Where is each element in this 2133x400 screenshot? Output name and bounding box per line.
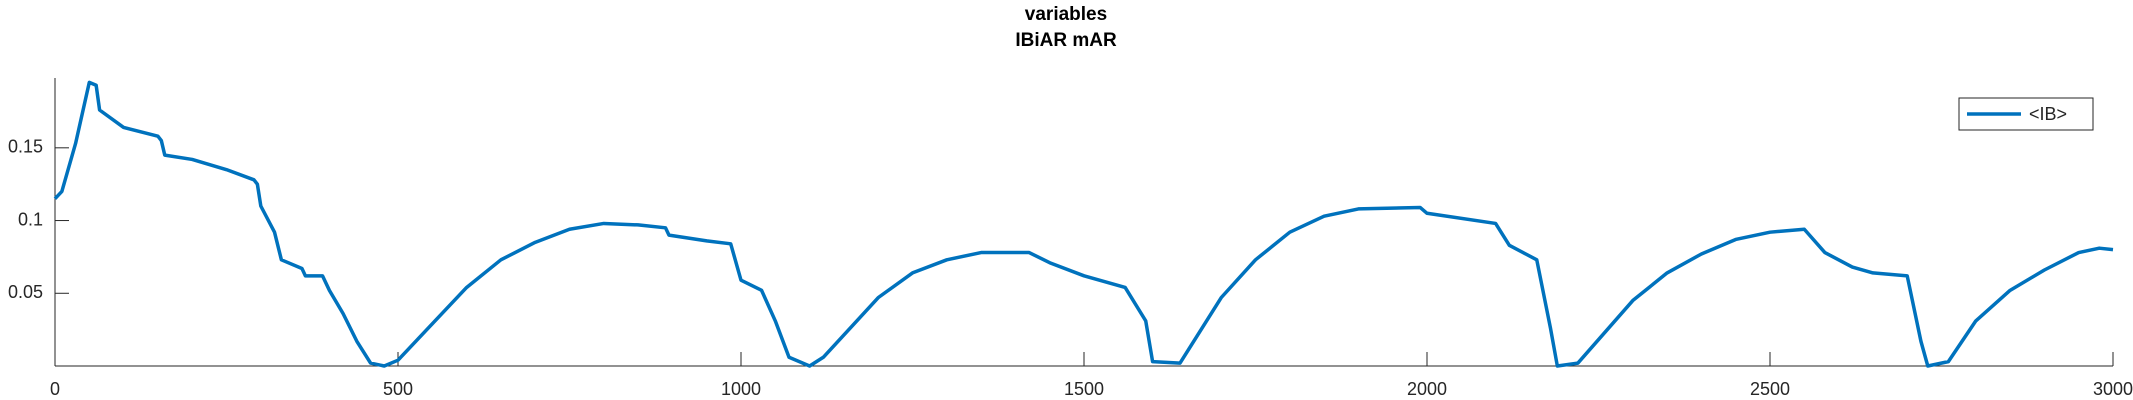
x-tick-label: 1500 xyxy=(1064,379,1104,399)
y-tick-label: 0.1 xyxy=(18,209,43,229)
x-tick-label: 2000 xyxy=(1407,379,1447,399)
chart-subtitle: IBiAR mAR xyxy=(1015,30,1117,51)
x-tick-label: 500 xyxy=(383,379,413,399)
legend-label: <IB> xyxy=(2029,104,2067,124)
chart-title: variables xyxy=(1025,4,1107,25)
y-tick-label: 0.05 xyxy=(8,282,43,302)
x-tick-label: 3000 xyxy=(2093,379,2133,399)
line xyxy=(53,80,2114,368)
x-tick-label: 0 xyxy=(50,379,60,399)
x-tick-label: 1000 xyxy=(721,379,761,399)
y-tick-label: 0.15 xyxy=(8,137,43,157)
x-tick-label: 2500 xyxy=(1750,379,1790,399)
